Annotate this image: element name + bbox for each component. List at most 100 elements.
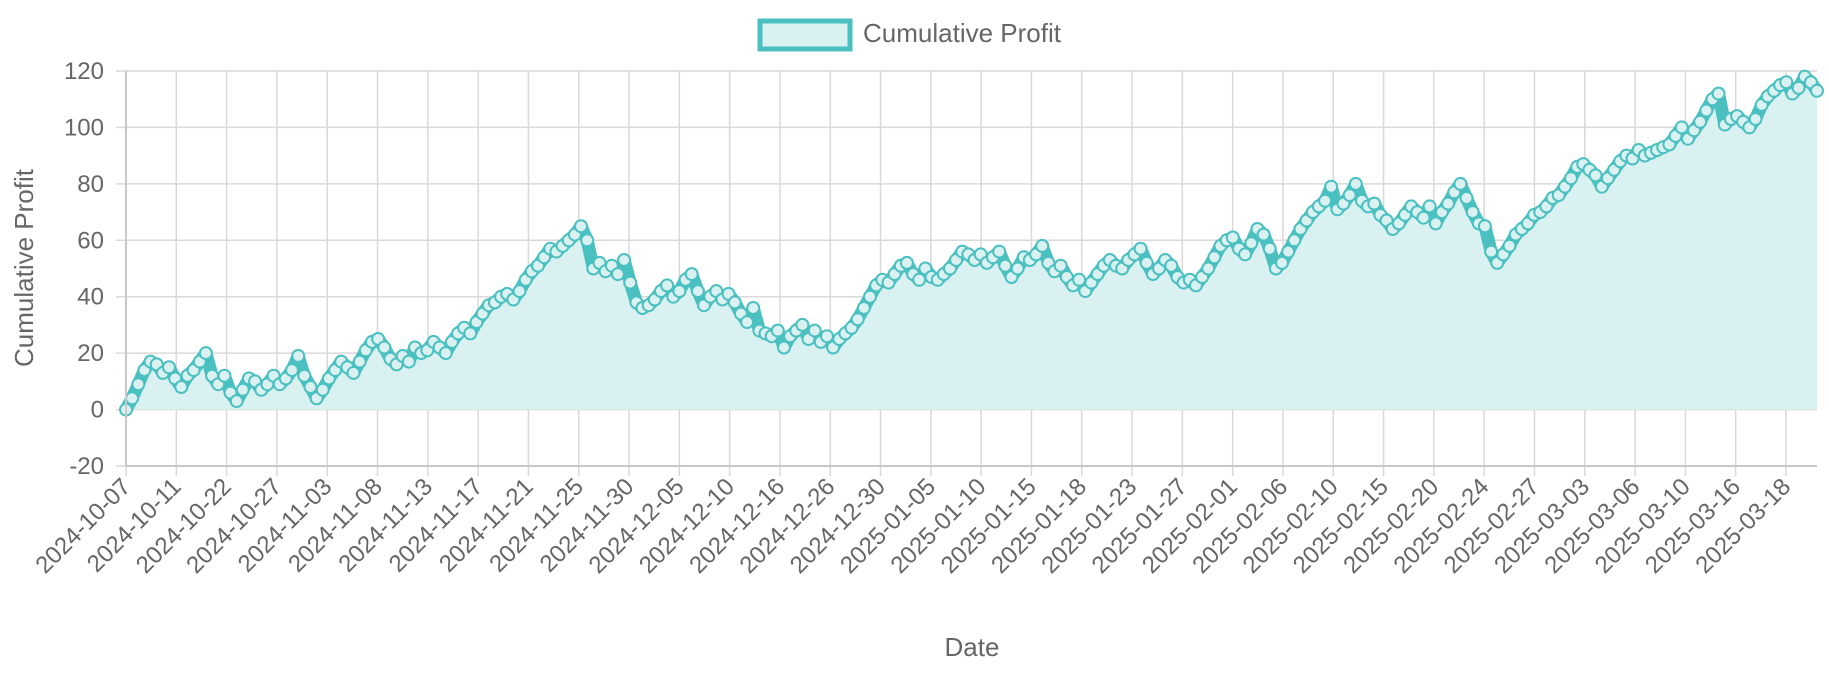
data-point[interactable] [684,267,699,282]
data-point[interactable] [1367,196,1382,211]
data-point[interactable] [672,284,687,299]
legend-swatch[interactable] [757,18,853,52]
data-point[interactable] [1748,112,1763,126]
y-tick-label: 60 [77,227,104,254]
x-axis-title: Date [945,632,1000,662]
data-point[interactable] [1010,261,1025,276]
data-point[interactable] [690,284,705,299]
data-point[interactable] [303,380,318,394]
data-point[interactable] [617,253,632,267]
data-point[interactable] [1465,205,1480,220]
data-point[interactable] [235,382,250,397]
data-point[interactable] [1053,258,1068,273]
data-point[interactable] [291,349,306,363]
y-tick-label: 0 [91,397,104,424]
data-point[interactable] [297,368,312,383]
data-point[interactable] [198,346,213,361]
data-point[interactable] [740,315,755,330]
x-axis-ticks: 2024-10-072024-10-112024-10-222024-10-27… [30,473,1796,579]
data-point[interactable] [1791,80,1806,95]
data-point[interactable] [1281,244,1296,259]
data-point[interactable] [512,284,527,299]
data-point[interactable] [1035,238,1050,253]
data-point[interactable] [377,340,392,355]
data-point[interactable] [1072,272,1087,287]
data-point[interactable] [856,301,871,315]
data-point[interactable] [1238,247,1253,262]
y-tick-label: 120 [64,58,104,85]
data-point[interactable] [623,275,638,290]
data-point[interactable] [315,382,330,397]
data-point[interactable] [820,329,834,344]
y-tick-label: 100 [64,114,104,141]
data-point[interactable] [1484,244,1499,259]
data-point[interactable] [746,301,761,315]
data-point[interactable] [1453,176,1468,191]
data-point[interactable] [1588,168,1603,183]
data-point[interactable] [1275,255,1289,270]
data-point[interactable] [580,233,595,248]
y-tick-label: 20 [77,340,104,367]
data-point[interactable] [217,368,232,383]
data-point[interactable] [1256,227,1271,242]
data-point[interactable] [1318,193,1333,208]
data-point[interactable] [1459,191,1474,205]
data-point[interactable] [162,360,176,375]
data-point[interactable] [610,267,625,282]
axes [125,71,1817,467]
y-tick-label: 80 [77,171,104,198]
data-point[interactable] [1416,210,1431,225]
data-point[interactable] [1477,219,1492,234]
data-point[interactable] [1133,241,1148,256]
data-point[interactable] [1342,188,1357,203]
data-point[interactable] [346,365,361,380]
data-point[interactable] [1441,196,1456,211]
data-point[interactable] [463,326,478,341]
data-point[interactable] [352,354,367,369]
data-point[interactable] [174,380,189,394]
data-point[interactable] [1779,75,1794,90]
data-point[interactable] [1324,179,1339,194]
data-point[interactable] [912,272,927,287]
data-point[interactable] [727,295,742,310]
data-point[interactable] [1422,199,1437,214]
data-point[interactable] [992,244,1007,259]
data-point[interactable] [899,255,914,270]
data-point[interactable] [850,312,865,327]
data-point[interactable] [863,289,877,304]
legend-label[interactable]: Cumulative Profit [863,18,1062,48]
data-point[interactable] [229,394,244,409]
data-point[interactable] [1201,261,1216,276]
data-point[interactable] [1711,86,1726,101]
data-point[interactable] [1164,258,1179,273]
data-point[interactable] [1810,83,1824,98]
data-point[interactable] [125,391,140,406]
data-point[interactable] [1564,171,1578,186]
data-point[interactable] [285,363,299,378]
data-point[interactable] [1139,255,1154,270]
data-point[interactable] [131,377,146,392]
data-point[interactable] [401,354,416,369]
data-point[interactable] [1244,236,1259,251]
data-point[interactable] [1428,216,1443,231]
data-point[interactable] [770,323,785,338]
data-point[interactable] [777,340,791,355]
data-point[interactable] [1699,103,1714,118]
data-point[interactable] [438,346,453,361]
data-point[interactable] [807,323,822,338]
data-point[interactable] [1287,233,1302,248]
data-point[interactable] [795,317,810,332]
data-point[interactable] [1207,250,1222,265]
data-point[interactable] [1262,241,1277,256]
legend[interactable]: Cumulative Profit [757,18,1062,52]
data-point[interactable] [998,258,1013,273]
data-point[interactable] [1225,230,1240,245]
data-point[interactable] [1348,176,1363,191]
data-point[interactable] [1693,114,1708,129]
data-point[interactable] [660,278,675,293]
data-point[interactable] [1674,120,1689,135]
data-point[interactable] [574,219,588,234]
data-point[interactable] [1502,238,1517,253]
y-axis-ticks: -20 0 20 40 60 80 100 120 [64,58,104,480]
